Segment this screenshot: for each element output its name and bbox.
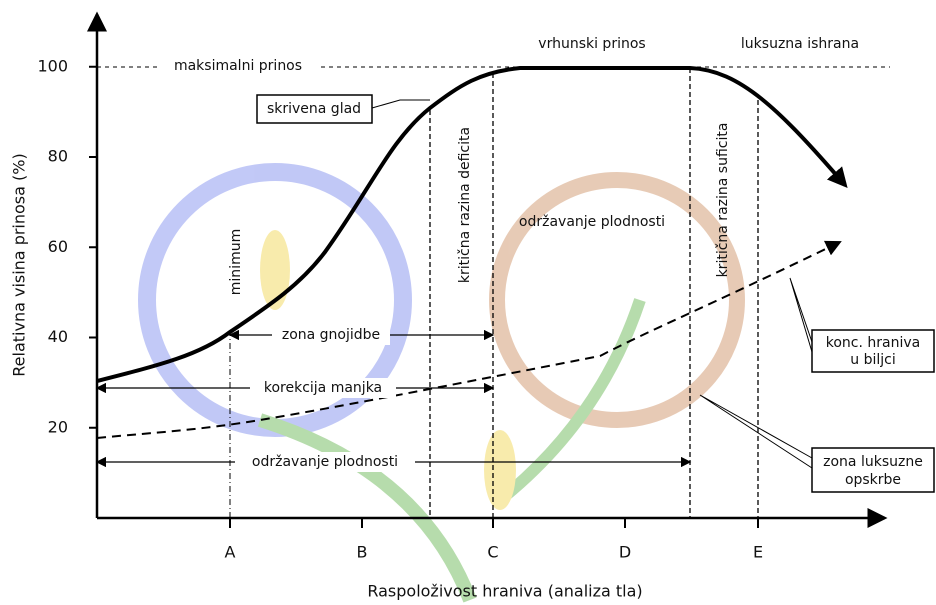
- guides: [229, 68, 759, 518]
- box: [811, 447, 935, 493]
- max-yield: maksimalni prinos: [174, 58, 302, 74]
- x-axis-label: Raspoloživost hraniva (analiza tla): [367, 582, 642, 601]
- deficit-correction: korekcija manjka: [264, 380, 382, 396]
- plant-conc: u biljci: [850, 352, 895, 368]
- luxury-zone: zona luksuzne: [823, 454, 923, 470]
- hidden-hunger: skrivena glad: [267, 101, 361, 117]
- connector: [371, 99, 430, 109]
- x-tick-label: D: [619, 543, 631, 562]
- y-tick-label: 40: [48, 327, 68, 346]
- minimum: minimum: [228, 229, 244, 295]
- y-tick-label: 100: [37, 56, 68, 75]
- y-tick-label: 80: [48, 147, 68, 166]
- box: [256, 94, 373, 124]
- box: [811, 329, 935, 373]
- connector: [699, 394, 813, 469]
- luxury: luksuzna ishrana: [741, 36, 859, 52]
- maintenance-top: održavanje plodnosti: [519, 214, 665, 230]
- watermark: [138, 163, 745, 603]
- critical-sufficit: kritična razina suficita: [715, 123, 731, 278]
- label-bg: [160, 57, 320, 77]
- label-bg: [235, 452, 415, 472]
- plant-conc: konc. hraniva: [826, 335, 920, 351]
- y-tick-label: 60: [48, 237, 68, 256]
- x-tick-label: E: [753, 543, 763, 562]
- x-tick-label: C: [487, 543, 498, 562]
- luxury-zone: opskrbe: [845, 472, 901, 488]
- y-axis-label: Relativna visina prinosa (%): [10, 153, 29, 376]
- maintenance: održavanje plodnosti: [252, 454, 398, 470]
- peak-yield: vrhunski prinos: [538, 36, 645, 52]
- critical-deficit: kritična razina deficita: [457, 127, 473, 283]
- x-tick-label: B: [357, 543, 368, 562]
- label-bg: [272, 325, 390, 345]
- yield-curve: [96, 66, 848, 383]
- connector: [789, 277, 813, 353]
- label-bg: [250, 378, 396, 398]
- fertilization-zone: zona gnojidbe: [282, 327, 380, 343]
- y-tick-label: 20: [48, 417, 68, 436]
- x-tick-label: A: [225, 543, 236, 562]
